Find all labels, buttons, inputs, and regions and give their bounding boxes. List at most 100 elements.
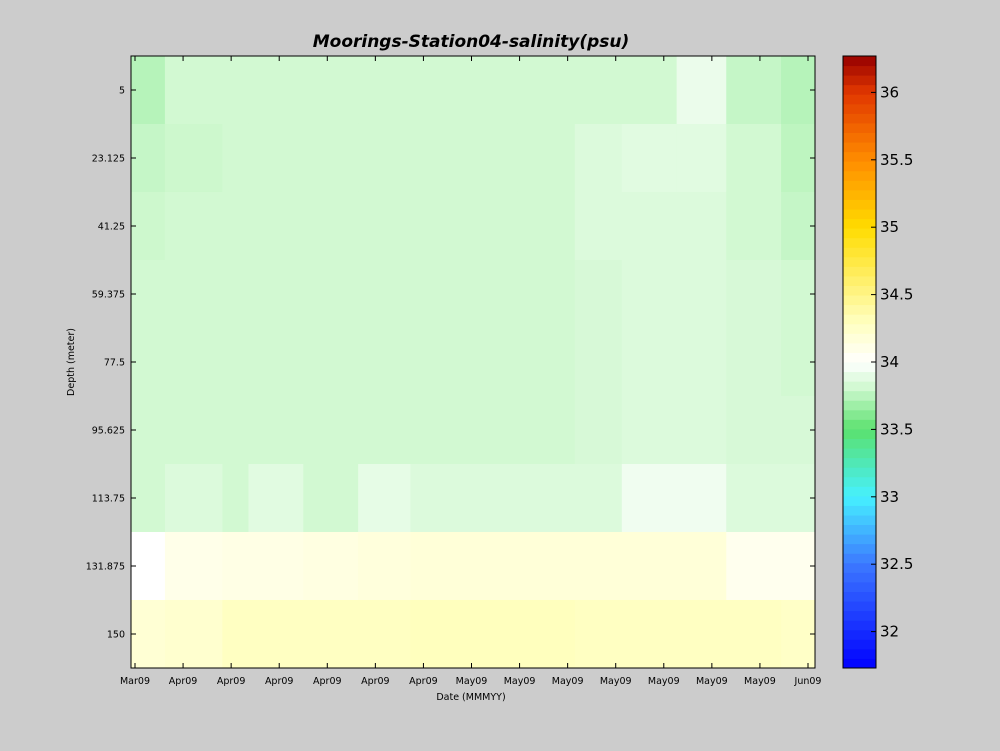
chart-title: Moorings-Station04-salinity(psu): [313, 32, 630, 52]
heatmap-cell: [358, 123, 411, 193]
colorbar-swatch: [843, 381, 876, 392]
heatmap-cell: [574, 328, 623, 397]
heatmap-cell: [410, 56, 466, 125]
heatmap-cell: [676, 464, 727, 533]
heatmap-cell: [574, 56, 623, 125]
x-tick-label: May09: [504, 676, 536, 687]
heatmap-cell: [676, 191, 727, 261]
y-axis-label: Depth (meter): [66, 328, 77, 396]
colorbar-swatch: [843, 228, 876, 239]
heatmap-cell: [621, 464, 678, 533]
heatmap-cell: [781, 56, 815, 125]
heatmap-cell: [131, 328, 166, 397]
x-tick-label: Jun09: [794, 676, 822, 687]
heatmap-cell: [164, 532, 223, 601]
colorbar-swatch: [843, 515, 876, 526]
y-tick-label: 150: [107, 630, 125, 641]
heatmap-cell: [781, 396, 815, 465]
heatmap-cell: [517, 532, 576, 601]
heatmap-cell: [517, 260, 576, 329]
heatmap-cell: [410, 191, 466, 261]
colorbar-swatch: [843, 161, 876, 172]
heatmap-cell: [164, 600, 223, 668]
colorbar-swatch: [843, 400, 876, 411]
colorbar-swatch: [843, 610, 876, 621]
colorbar-swatch: [843, 189, 876, 200]
heatmap-cell: [726, 532, 782, 601]
heatmap-cell: [726, 260, 782, 329]
colorbar-ticks: 32 32.5 33 33.5 34 34.5 35 35.5 36: [871, 83, 913, 641]
heatmap-cell: [726, 191, 782, 261]
heatmap-cell: [164, 464, 223, 533]
heatmap-cell: [574, 191, 623, 261]
colorbar-swatch: [843, 247, 876, 258]
heatmap-cell: [465, 464, 518, 533]
x-tick-label: Apr09: [169, 676, 198, 687]
colorbar-swatch: [843, 295, 876, 306]
y-tick-label: 5: [119, 85, 125, 96]
heatmap-cell: [726, 464, 782, 533]
heatmap-cell: [222, 600, 250, 668]
heatmap-cell: [621, 328, 678, 397]
heatmap-cell: [517, 56, 576, 125]
colorbar-swatch: [843, 601, 876, 612]
colorbar-swatch: [843, 562, 876, 573]
colorbar-swatch: [843, 342, 876, 353]
heatmap-cell: [517, 396, 576, 465]
colorbar-swatch: [843, 275, 876, 286]
heatmap-cell: [303, 56, 359, 125]
heatmap-cell: [131, 56, 166, 125]
heatmap-cell: [781, 600, 815, 668]
colorbar-swatch: [843, 333, 876, 344]
heatmap-cell: [358, 191, 411, 261]
heatmap-cell: [358, 260, 411, 329]
heatmap-cell: [164, 123, 223, 193]
heatmap-cell: [303, 260, 359, 329]
heatmap-cell: [248, 260, 304, 329]
colorbar-swatch: [843, 256, 876, 267]
colorbar-swatch: [843, 314, 876, 325]
heatmap-cell: [517, 464, 576, 533]
heatmap-cell: [574, 600, 623, 668]
colorbar-swatch: [843, 237, 876, 248]
heatmap-cell: [410, 532, 466, 601]
heatmap-cell: [465, 123, 518, 193]
heatmap-cell: [781, 123, 815, 193]
heatmap-cell: [248, 123, 304, 193]
y-axis-ticks: 5 23.125 41.25 59.375 77.5 95.625 113.75 131.87…: [86, 85, 815, 641]
heatmap-cell: [517, 191, 576, 261]
heatmap-cell: [465, 191, 518, 261]
colorbar-swatch: [843, 553, 876, 564]
heatmap-cell: [726, 600, 782, 668]
colorbar-swatch: [843, 362, 876, 373]
colorbar-swatch: [843, 84, 876, 95]
y-tick-label: 95.625: [92, 426, 125, 437]
heatmap-cell: [465, 532, 518, 601]
colorbar-swatch: [843, 620, 876, 631]
x-tick-label: Apr09: [217, 676, 246, 687]
colorbar-swatch: [843, 113, 876, 124]
heatmap-cell: [131, 532, 166, 601]
heatmap-cell: [131, 464, 166, 533]
colorbar-swatch: [843, 170, 876, 181]
heatmap-cell: [621, 396, 678, 465]
colorbar-swatch: [843, 352, 876, 363]
heatmap-cell: [248, 464, 304, 533]
x-tick-label: Apr09: [409, 676, 438, 687]
heatmap-cell: [248, 532, 304, 601]
colorbar-tick-label: 35: [880, 218, 899, 236]
colorbar-swatch: [843, 419, 876, 430]
heatmap-cells: [131, 56, 815, 668]
colorbar-swatch: [843, 122, 876, 133]
x-tick-label: May09: [456, 676, 488, 687]
heatmap-cell: [131, 600, 166, 668]
heatmap-cell: [222, 328, 250, 397]
x-tick-label: May09: [648, 676, 680, 687]
colorbar-swatch: [843, 180, 876, 191]
colorbar-swatch: [843, 199, 876, 210]
colorbar-swatch: [843, 438, 876, 449]
colorbar-swatch: [843, 132, 876, 143]
heatmap-cell: [358, 464, 411, 533]
heatmap-cell: [781, 532, 815, 601]
